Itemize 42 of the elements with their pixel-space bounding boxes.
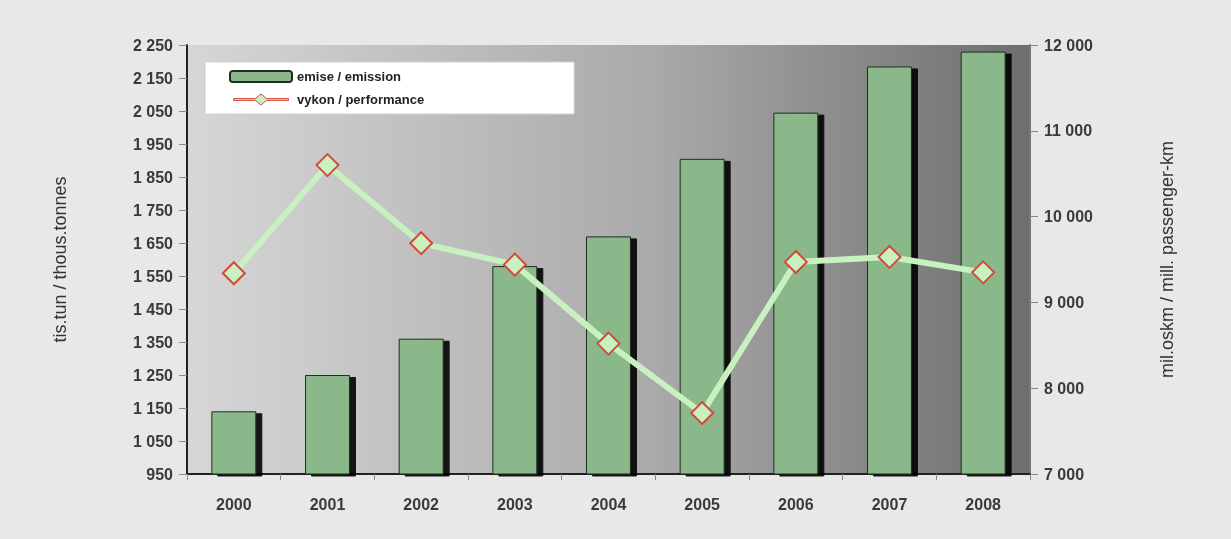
y-tick-label: 1 850 xyxy=(132,168,174,186)
y-tick-label: 1 950 xyxy=(132,135,174,153)
x-tick-label: 2001 xyxy=(309,495,346,513)
x-tick-label: 2002 xyxy=(403,495,440,513)
point xyxy=(221,261,246,286)
y2-tick-label: 8 000 xyxy=(1044,379,1085,397)
y-tick-label: 2 050 xyxy=(132,102,174,120)
point xyxy=(315,153,340,178)
y-axis-title: tis.tun / thous.tonnes xyxy=(50,176,70,343)
y-tick-label: 1 050 xyxy=(132,432,174,450)
point xyxy=(690,401,715,426)
legend-label: vykon / performance xyxy=(297,92,425,107)
y-tick-label: 2 250 xyxy=(132,36,174,54)
x-tick-label: 2000 xyxy=(216,495,252,513)
y2-tick-label: 12 000 xyxy=(1044,36,1094,54)
y-tick-label: 1 750 xyxy=(132,201,174,219)
point xyxy=(502,252,527,277)
y-tick-label: 1 450 xyxy=(132,300,174,318)
x-tick-label: 2003 xyxy=(497,495,533,513)
point xyxy=(783,250,808,275)
point xyxy=(877,244,902,269)
point xyxy=(971,260,996,285)
y2-tick-label: 9 000 xyxy=(1044,293,1085,311)
y-tick-label: 1 650 xyxy=(132,234,174,252)
y2-tick-label: 7 000 xyxy=(1044,465,1085,483)
y-tick-label: 2 150 xyxy=(132,69,174,87)
y-tick-label: 950 xyxy=(146,465,174,483)
x-tick-label: 2008 xyxy=(965,495,1002,513)
y2-axis-title: mil.oskm / mill. passenger-km xyxy=(1157,140,1177,379)
y-tick-label: 1 150 xyxy=(132,399,174,417)
x-tick-label: 2005 xyxy=(684,495,721,513)
y-tick-label: 1 250 xyxy=(132,366,174,384)
y2-tick-label: 11 000 xyxy=(1044,122,1093,140)
point xyxy=(409,231,434,256)
y-tick-label: 1 350 xyxy=(132,333,174,351)
x-tick-label: 2007 xyxy=(871,495,908,513)
y-tick-label: 1 550 xyxy=(132,267,174,285)
x-tick-label: 2004 xyxy=(590,495,627,513)
legend-label: emise / emission xyxy=(297,69,402,84)
x-tick-label: 2006 xyxy=(778,495,814,513)
y2-tick-label: 10 000 xyxy=(1044,208,1094,226)
point xyxy=(596,331,621,356)
